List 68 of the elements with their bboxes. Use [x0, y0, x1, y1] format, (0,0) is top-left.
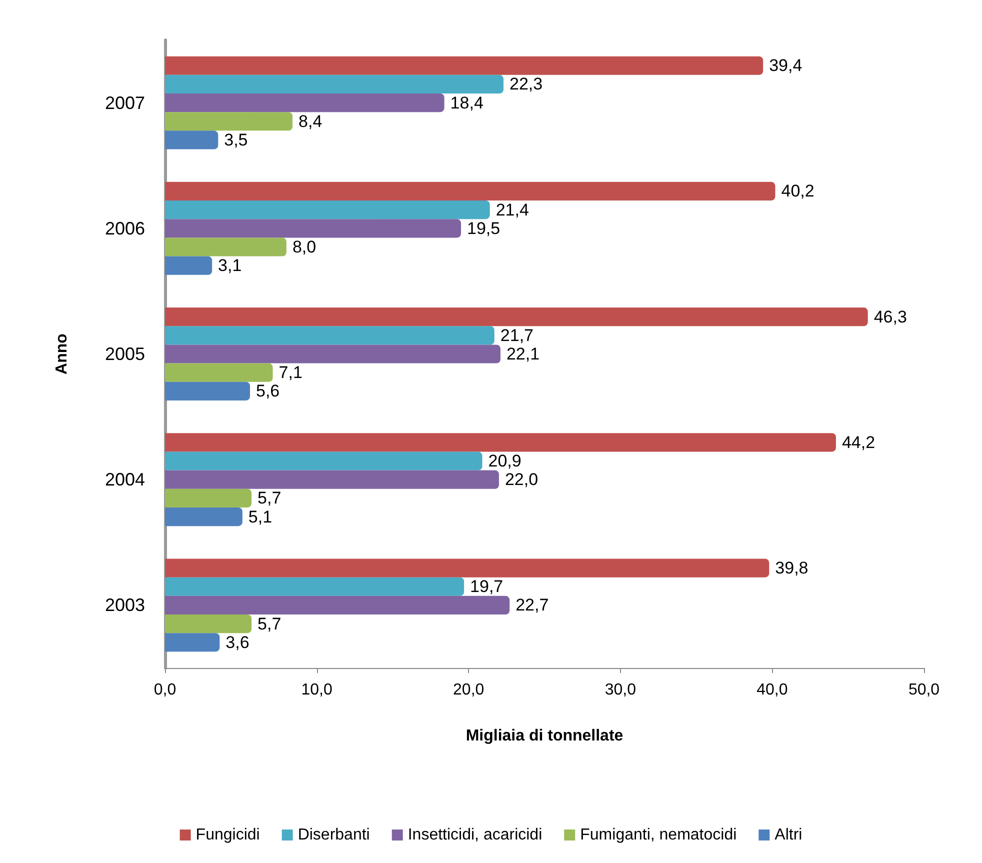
data-label: 5,7 — [258, 488, 282, 508]
y-tick-label: 2003 — [104, 595, 145, 616]
data-label: 21,7 — [500, 326, 534, 345]
legend-label: Altri — [774, 826, 802, 844]
bar — [165, 558, 770, 578]
x-axis-title: Migliaia di tonnellate — [466, 728, 624, 744]
x-tick-label: 0,0 — [154, 682, 176, 698]
data-label: 19,7 — [470, 577, 504, 596]
y-tick-label: 2006 — [104, 218, 145, 238]
bar — [165, 344, 500, 364]
bar — [165, 112, 293, 131]
data-label: 3,1 — [218, 256, 242, 276]
data-label: 22,1 — [506, 344, 540, 364]
data-label: 22,3 — [510, 74, 543, 94]
bar — [165, 56, 764, 75]
bar — [165, 326, 494, 345]
bar — [165, 382, 250, 400]
data-label: 22,7 — [516, 596, 549, 615]
bar — [165, 596, 510, 614]
bar — [165, 74, 504, 94]
data-label: 18,4 — [450, 93, 484, 112]
legend-label: Fungicidi — [196, 826, 260, 844]
x-tick-label: 40,0 — [756, 682, 788, 698]
bar — [165, 470, 499, 489]
y-tick-label: 2007 — [104, 92, 145, 113]
y-axis-title: Anno — [54, 333, 70, 374]
data-label: 3,5 — [224, 130, 248, 150]
data-label: 5,7 — [258, 614, 282, 634]
data-label: 40,2 — [781, 182, 814, 201]
bar — [165, 488, 252, 508]
data-label: 22,0 — [504, 470, 538, 490]
bar — [165, 200, 490, 220]
data-label: 7,1 — [278, 363, 302, 382]
data-label: 39,8 — [775, 558, 808, 578]
bar — [165, 130, 218, 150]
legend-label: Diserbanti — [298, 826, 370, 844]
bar — [165, 182, 776, 201]
data-label: 44,2 — [842, 432, 876, 452]
legend-label: Fumiganti, nematocidi — [580, 826, 737, 844]
data-label: 5,6 — [256, 382, 280, 401]
legend-label: Insetticidi, acaricidi — [408, 826, 542, 844]
x-tick-label: 10,0 — [301, 682, 332, 698]
bar — [165, 256, 212, 275]
y-tick-label: 2005 — [104, 344, 145, 364]
bar — [165, 452, 482, 470]
x-tick-label: 50,0 — [908, 682, 940, 698]
data-label: 20,9 — [488, 452, 522, 471]
bar — [165, 308, 868, 326]
x-tick-label: 20,0 — [453, 682, 484, 698]
bar — [165, 507, 242, 526]
data-label: 8,4 — [298, 112, 322, 131]
data-label: 3,6 — [226, 632, 250, 652]
data-label: 19,5 — [467, 218, 500, 238]
bar — [165, 433, 836, 452]
data-label: 5,1 — [248, 507, 272, 526]
data-label: 46,3 — [874, 307, 907, 326]
bar — [165, 614, 252, 634]
bar — [165, 238, 286, 256]
bar — [165, 577, 464, 596]
bar — [165, 94, 444, 112]
y-tick-label: 2004 — [104, 470, 145, 490]
data-label: 39,4 — [769, 56, 802, 76]
data-label: 8,0 — [292, 237, 316, 256]
x-tick-label: 30,0 — [604, 682, 636, 698]
bar — [165, 633, 220, 652]
data-label: 21,4 — [496, 200, 529, 220]
bar — [165, 219, 462, 238]
bar — [165, 363, 273, 382]
